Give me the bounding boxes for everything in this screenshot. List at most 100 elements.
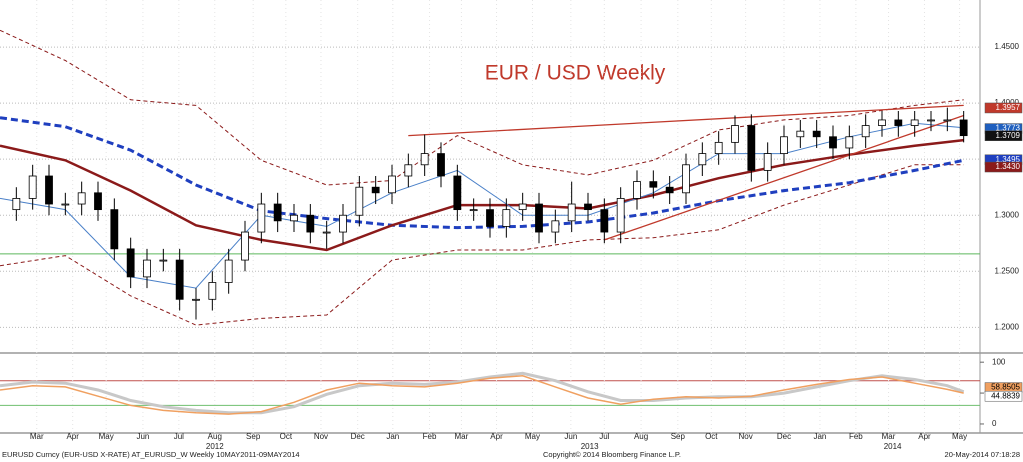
candle-body bbox=[257, 203, 266, 233]
overlay-line bbox=[0, 29, 964, 186]
oscillator-line bbox=[0, 375, 964, 415]
candle-body bbox=[584, 203, 592, 211]
x-tick-label: May bbox=[99, 432, 114, 441]
candle-body bbox=[845, 136, 854, 149]
x-tick-label: Apr bbox=[490, 432, 503, 441]
candle-body bbox=[420, 153, 429, 166]
year-label: 2012 bbox=[206, 442, 224, 451]
x-tick-label: Dec bbox=[351, 432, 365, 441]
x-tick-label: May bbox=[952, 432, 967, 441]
price-tag bbox=[984, 390, 1023, 402]
candle-body bbox=[927, 119, 935, 122]
x-tick-label: Jul bbox=[599, 432, 609, 441]
candle-body bbox=[780, 136, 788, 154]
candle-body bbox=[682, 164, 690, 194]
overlay-line bbox=[0, 164, 964, 326]
candle-body bbox=[192, 298, 200, 301]
trend-line bbox=[408, 104, 964, 137]
candle-body bbox=[665, 186, 674, 194]
candle-body bbox=[469, 209, 478, 212]
candle-body bbox=[502, 209, 511, 227]
candle-body bbox=[829, 136, 837, 149]
x-tick-label: Oct bbox=[705, 432, 718, 441]
candle-body bbox=[159, 259, 168, 262]
x-tick-label: Jun bbox=[136, 432, 149, 441]
candle-body bbox=[437, 153, 445, 177]
price-tag-label: 44.8839 bbox=[991, 391, 1020, 400]
price-tag-label: 1.3495 bbox=[996, 155, 1021, 164]
candle-body bbox=[224, 259, 233, 283]
candle-body bbox=[110, 209, 119, 250]
y2-tick-label: 0 bbox=[992, 419, 997, 428]
x-tick-label: Feb bbox=[423, 432, 437, 441]
candle-body bbox=[404, 164, 413, 177]
price-tag-label: 1.3773 bbox=[996, 124, 1021, 133]
candle-body bbox=[616, 198, 625, 233]
x-tick-label: Sep bbox=[671, 432, 686, 441]
candle-body bbox=[355, 186, 364, 216]
candle-body bbox=[45, 175, 53, 205]
y2-tick-label: 100 bbox=[992, 357, 1006, 366]
y-tick-label: 1.2000 bbox=[995, 322, 1020, 331]
year-label: 2014 bbox=[884, 442, 902, 451]
x-tick-label: Nov bbox=[738, 432, 752, 441]
x-tick-label: Mar bbox=[455, 432, 469, 441]
x-tick-label: Jul bbox=[174, 432, 184, 441]
candle-body bbox=[290, 214, 298, 222]
candle-body bbox=[28, 175, 37, 199]
candle-body bbox=[322, 231, 331, 234]
price-tag-label: 58.8505 bbox=[991, 383, 1020, 392]
candle-body bbox=[486, 209, 494, 227]
candle-body bbox=[306, 214, 315, 233]
candle-body bbox=[747, 125, 756, 171]
candle-body bbox=[567, 203, 576, 222]
price-tag-label: 1.3709 bbox=[996, 131, 1021, 140]
x-tick-label: Aug bbox=[208, 432, 222, 441]
candle-body bbox=[812, 130, 821, 138]
price-tag-label: 1.3430 bbox=[996, 162, 1021, 171]
x-tick-label: Mar bbox=[882, 432, 896, 441]
x-tick-label: May bbox=[525, 432, 540, 441]
footer-left: EURUSD Curncy (EUR-USD X-RATE) AT_EURUSD… bbox=[2, 450, 300, 459]
candle-body bbox=[77, 192, 86, 205]
candle-body bbox=[894, 119, 903, 126]
x-tick-label: Nov bbox=[314, 432, 328, 441]
candle-body bbox=[763, 153, 772, 171]
x-tick-label: Feb bbox=[849, 432, 863, 441]
candle-body bbox=[388, 175, 396, 194]
candle-body bbox=[143, 259, 151, 278]
price-tag bbox=[984, 130, 1023, 142]
x-tick-label: Mar bbox=[30, 432, 44, 441]
candle-body bbox=[208, 282, 217, 300]
candle-body bbox=[12, 198, 21, 211]
oscillator-line bbox=[0, 371, 965, 415]
x-tick-label: Sep bbox=[246, 432, 261, 441]
candle-body bbox=[126, 248, 135, 278]
candle-body bbox=[241, 231, 249, 261]
y-tick-label: 1.2500 bbox=[995, 266, 1020, 275]
candle-body bbox=[518, 203, 527, 211]
candle-body bbox=[633, 181, 641, 199]
candle-body bbox=[959, 119, 968, 137]
candle-body bbox=[649, 181, 658, 188]
x-tick-label: Aug bbox=[634, 432, 648, 441]
x-tick-label: Oct bbox=[280, 432, 293, 441]
x-tick-label: Apr bbox=[66, 432, 79, 441]
candle-body bbox=[796, 130, 805, 138]
footer-right: 20-May-2014 07:18:28 bbox=[945, 450, 1020, 459]
candle-body bbox=[698, 153, 707, 166]
candle-body bbox=[535, 203, 543, 233]
candle-body bbox=[175, 259, 184, 300]
chart-title: EUR / USD Weekly bbox=[485, 62, 666, 85]
price-tag bbox=[984, 161, 1023, 173]
candle-body bbox=[861, 125, 870, 138]
price-tag bbox=[984, 102, 1023, 114]
candle-body bbox=[714, 141, 723, 154]
y-tick-label: 1.4500 bbox=[995, 42, 1020, 51]
candle-body bbox=[61, 203, 70, 206]
candle-body bbox=[94, 192, 102, 211]
candle-body bbox=[371, 186, 380, 194]
candle-body bbox=[878, 119, 886, 126]
